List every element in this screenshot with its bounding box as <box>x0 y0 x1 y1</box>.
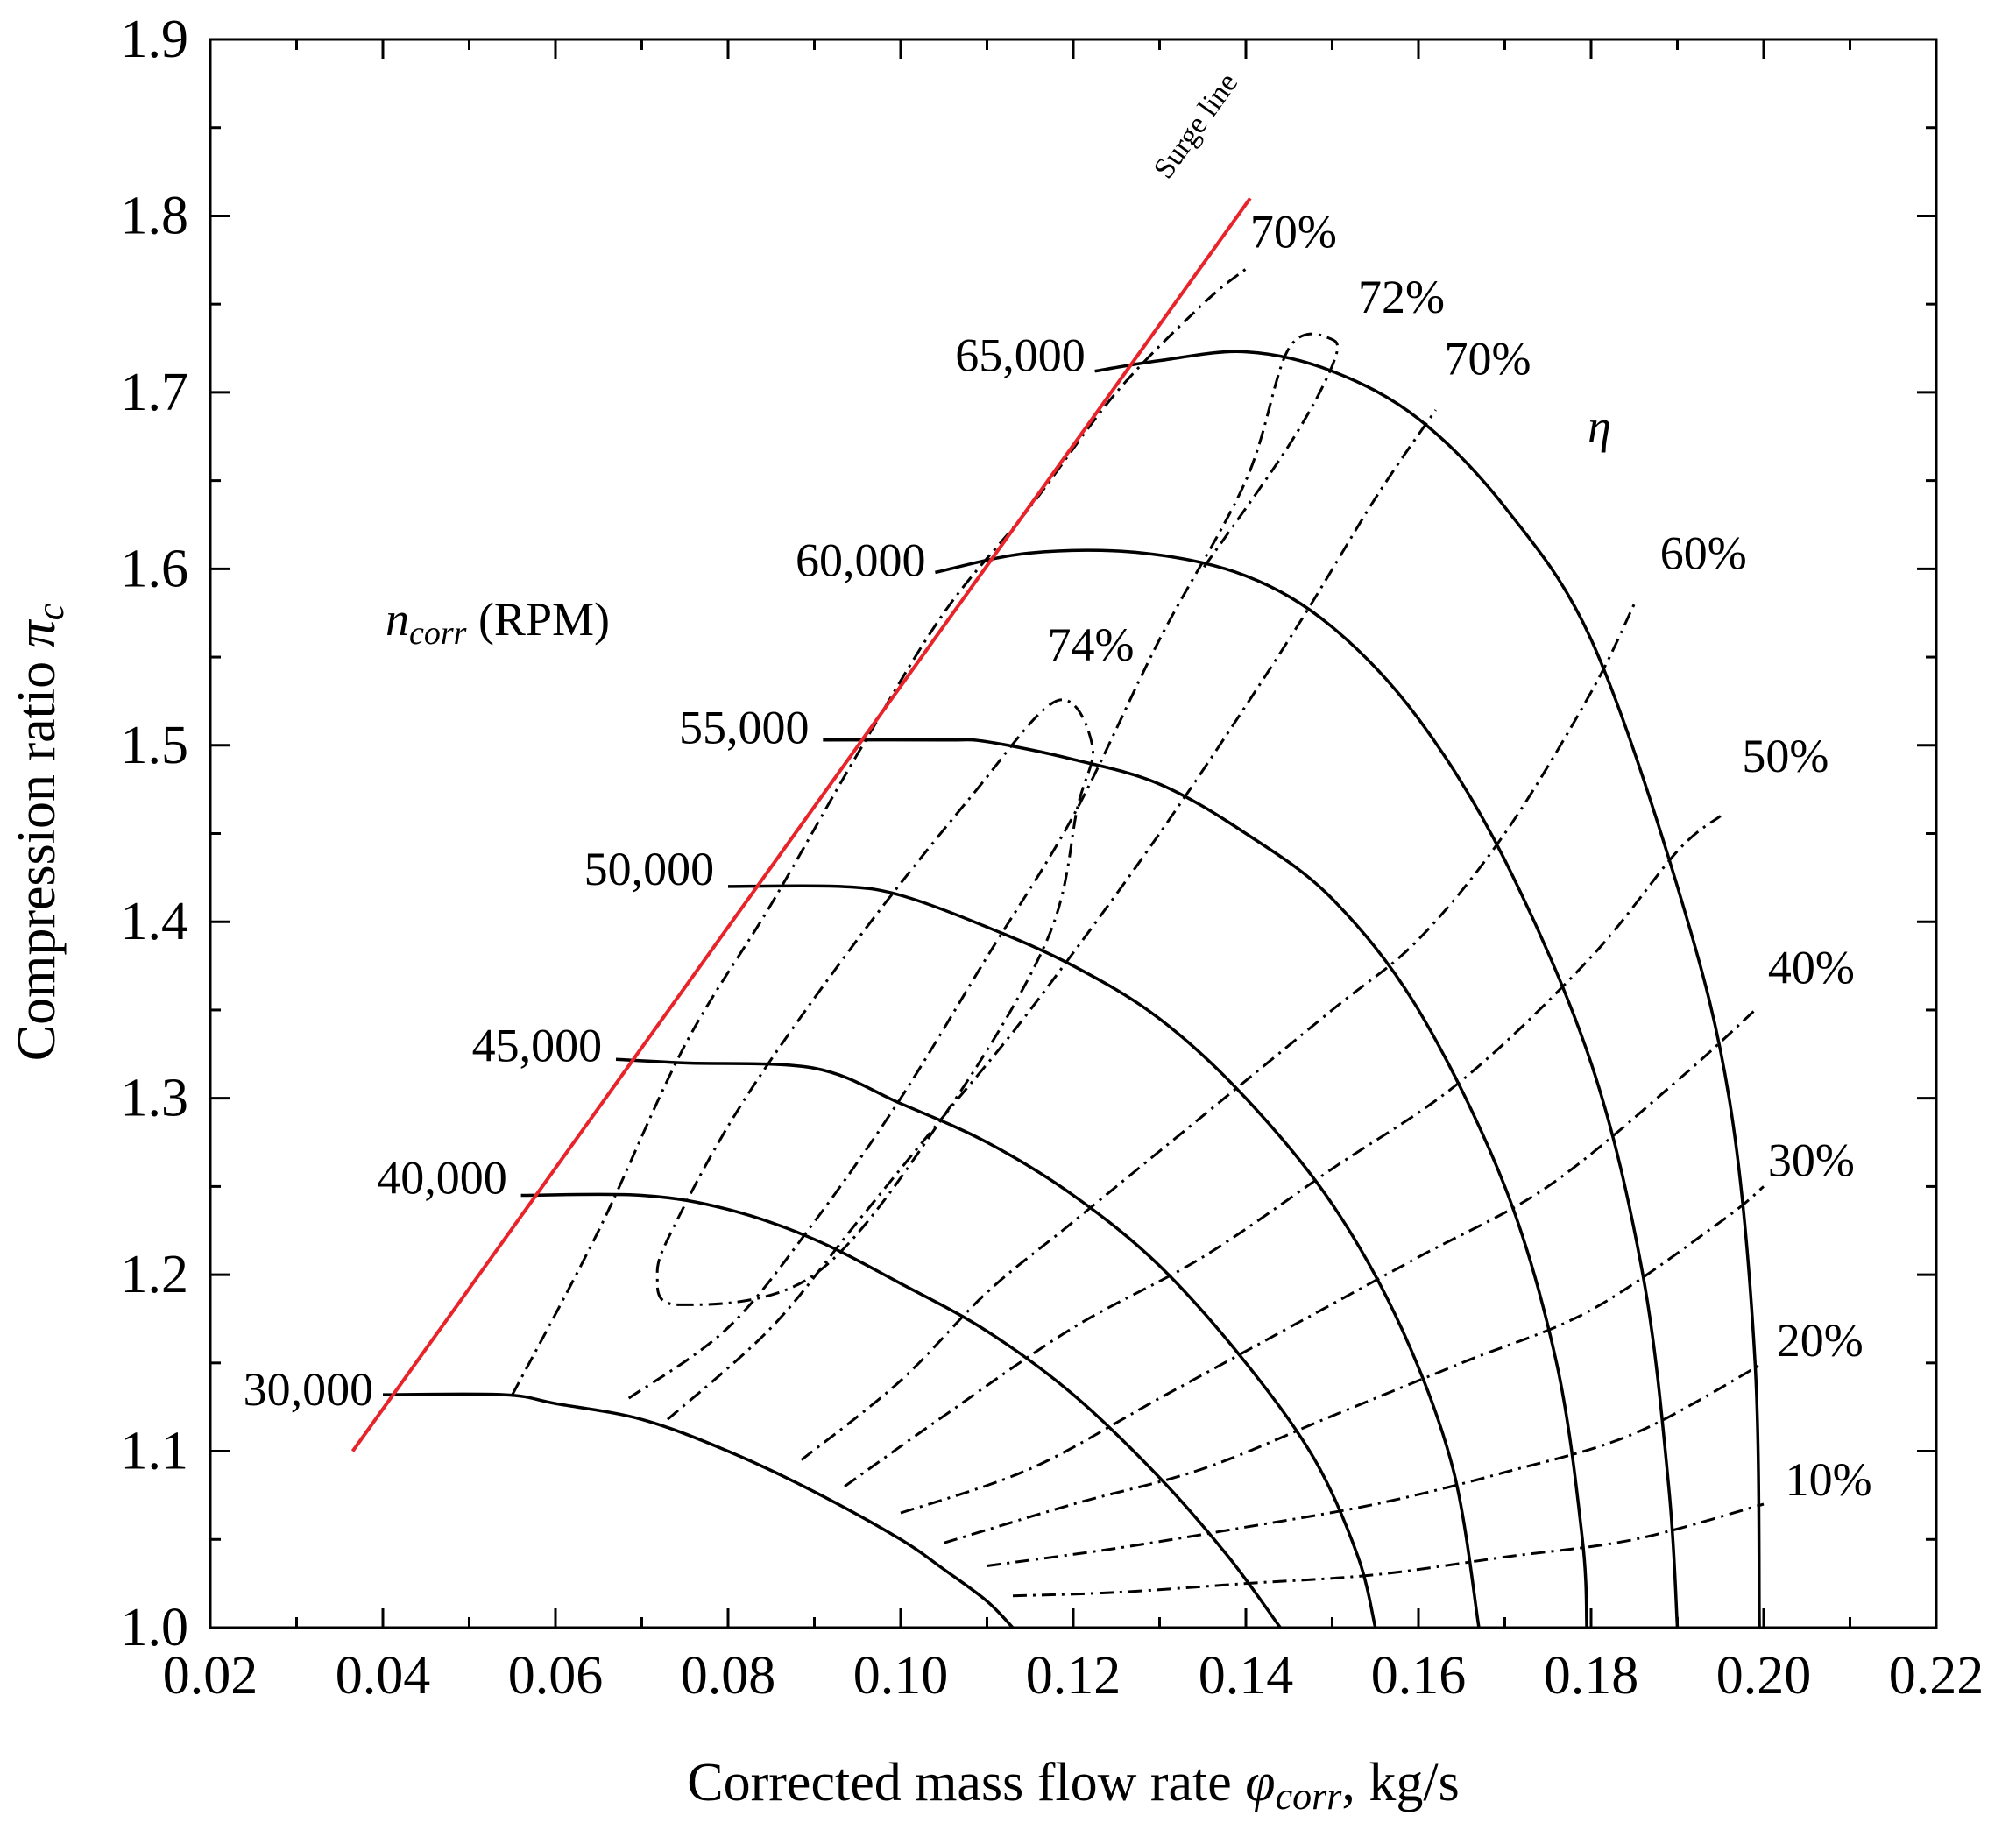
efficiency-label: 30% <box>1768 1134 1855 1186</box>
speed-legend-label: ncorr (RPM) <box>386 593 610 652</box>
efficiency-label: 40% <box>1768 942 1855 994</box>
efficiency-label: 72% <box>1358 271 1445 323</box>
y-tick-label: 1.0 <box>121 1598 189 1657</box>
y-tick-label: 1.4 <box>121 892 189 951</box>
efficiency-line-70pct <box>667 409 1437 1421</box>
x-tick-label: 0.08 <box>681 1646 776 1706</box>
y-tick-label: 1.9 <box>121 10 189 69</box>
speed-label: 60,000 <box>796 533 926 586</box>
y-axis-title: Compression ratio πc <box>7 603 72 1061</box>
speed-line-50000 <box>727 884 1481 1629</box>
efficiency-label: 50% <box>1742 730 1829 782</box>
efficiency-label: 20% <box>1777 1314 1864 1367</box>
efficiency-line-60pct <box>800 603 1636 1461</box>
y-tick-label: 1.7 <box>121 363 189 422</box>
plot-frame <box>209 38 1938 1629</box>
x-axis-title: Corrected mass flow rate φcorr, kg/s <box>687 1753 1459 1818</box>
x-tick-label: 0.12 <box>1026 1646 1121 1706</box>
speed-label: 55,000 <box>679 702 810 754</box>
y-tick-label: 1.8 <box>121 186 189 245</box>
surge-line-group <box>350 197 1252 1452</box>
efficiency-line-50pct <box>844 815 1722 1488</box>
speed-line-65000 <box>1094 350 1761 1629</box>
efficiency-line-30pct <box>943 1185 1765 1544</box>
x-tick-label: 0.16 <box>1371 1646 1467 1706</box>
y-tick-labels: 1.0 1.1 1.2 1.3 1.4 1.5 1.6 1.7 1.8 1.9 <box>121 10 189 1657</box>
efficiency-line-40pct <box>900 1008 1757 1515</box>
efficiency-line-74pct <box>655 698 1094 1306</box>
y-tick-label: 1.5 <box>121 716 189 775</box>
axis-ticks <box>209 38 1938 1629</box>
efficiency-line-10pct <box>1012 1502 1765 1598</box>
speed-label: 40,000 <box>377 1151 507 1204</box>
y-tick-label: 1.6 <box>121 539 189 598</box>
efficiency-label: 60% <box>1660 526 1747 579</box>
x-tick-label: 0.04 <box>336 1646 431 1706</box>
surge-line-label: Surge line <box>1148 67 1245 185</box>
x-tick-label: 0.02 <box>163 1646 258 1706</box>
surge-line <box>350 197 1252 1452</box>
speed-label: 30,000 <box>244 1363 374 1416</box>
efficiency-line-72pct <box>627 332 1340 1400</box>
efficiency-label: 10% <box>1786 1453 1872 1506</box>
speed-label: 65,000 <box>955 329 1086 382</box>
x-tick-label: 0.06 <box>508 1646 604 1706</box>
x-tick-labels: 0.02 0.04 0.06 0.08 0.10 0.12 0.14 0.16 0.18 0.20… <box>163 1646 1984 1706</box>
x-tick-label: 0.20 <box>1716 1646 1812 1706</box>
speed-lines <box>382 350 1761 1629</box>
speed-line-55000 <box>823 738 1588 1629</box>
x-tick-label: 0.18 <box>1544 1646 1639 1706</box>
efficiency-label: 74% <box>1047 618 1134 671</box>
x-tick-label: 0.14 <box>1199 1646 1294 1706</box>
speed-line-60000 <box>935 548 1680 1629</box>
speed-line-40000 <box>520 1192 1282 1629</box>
speed-line-30000 <box>382 1392 1015 1629</box>
efficiency-contours <box>511 267 1765 1598</box>
y-tick-label: 1.2 <box>121 1245 189 1304</box>
efficiency-line-70pct <box>511 267 1247 1396</box>
x-tick-label: 0.22 <box>1889 1646 1984 1706</box>
x-tick-label: 0.10 <box>853 1646 949 1706</box>
speed-label: 45,000 <box>472 1019 603 1071</box>
speed-line-45000 <box>615 1057 1377 1629</box>
y-tick-label: 1.1 <box>121 1422 189 1481</box>
efficiency-label: 70% <box>1250 206 1337 258</box>
efficiency-symbol: η <box>1588 400 1611 453</box>
speed-label: 50,000 <box>584 843 715 895</box>
efficiency-label: 70% <box>1445 333 1531 385</box>
series-labels: 30,000 40,000 45,000 50,000 55,000 60,000 65,0… <box>244 206 1872 1506</box>
y-tick-label: 1.3 <box>121 1069 189 1128</box>
